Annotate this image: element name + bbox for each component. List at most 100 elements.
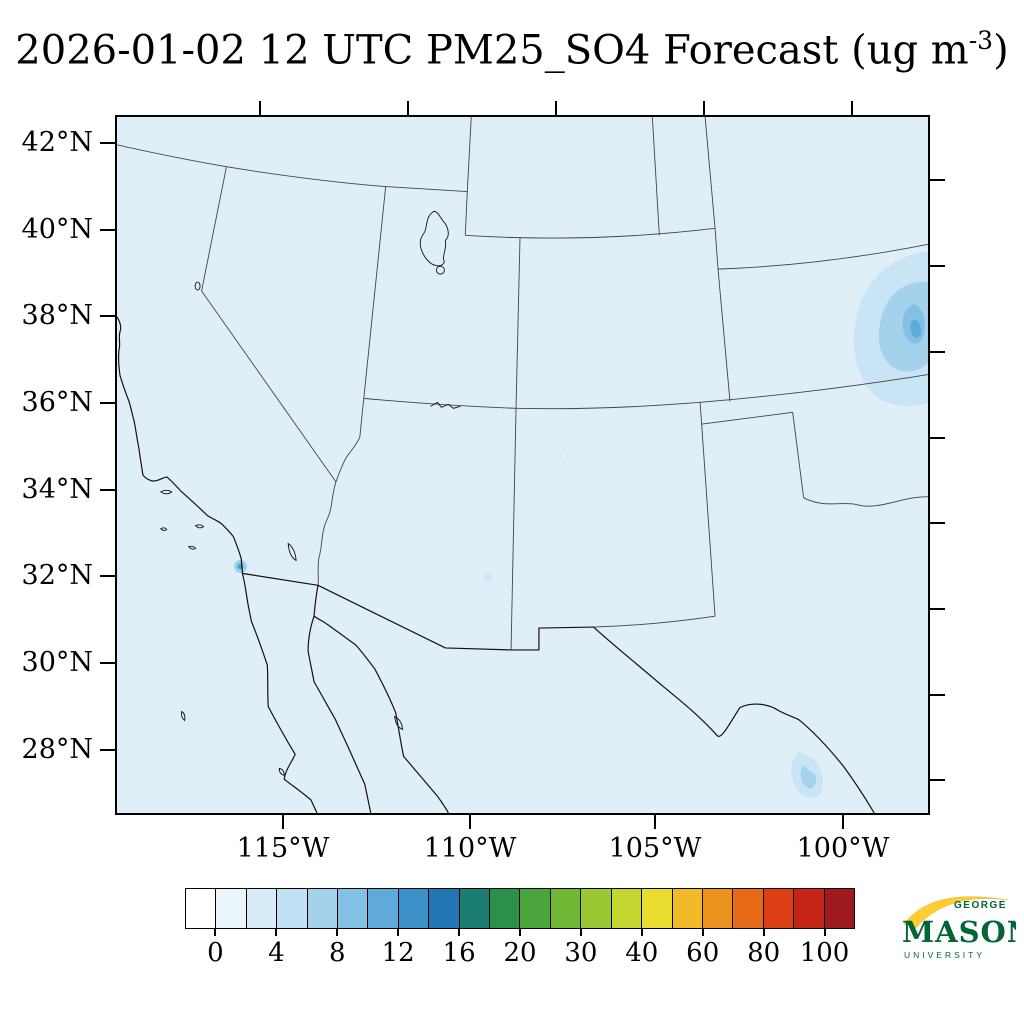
border-41n xyxy=(465,227,716,239)
colorbar-cell xyxy=(763,889,795,928)
lat-tick-right xyxy=(930,608,945,610)
island-guadalupe xyxy=(181,710,186,722)
plume-kansas-peak xyxy=(910,319,922,338)
lat-tick-left xyxy=(100,489,115,491)
colorbar-cell xyxy=(550,889,582,928)
plume-newmexico-speck xyxy=(484,573,493,582)
colorbar-cell xyxy=(368,889,399,928)
border-colorado-river xyxy=(317,481,337,586)
border-102w-colorado xyxy=(714,228,731,402)
lat-label: 32°N xyxy=(21,560,93,591)
colorbar-cell xyxy=(246,889,278,928)
lon-tick-bottom xyxy=(469,815,471,829)
colorbar-cell xyxy=(338,889,369,928)
lat-label: 30°N xyxy=(21,647,93,678)
lat-label: 38°N xyxy=(21,300,93,331)
border-california-nevada xyxy=(201,166,337,483)
border-40n xyxy=(718,243,928,270)
lon-label: 110°W xyxy=(423,833,517,864)
colorbar-tick xyxy=(701,929,704,936)
border-32n xyxy=(593,615,716,628)
lat-tick-right xyxy=(930,351,945,353)
lake-tahoe xyxy=(194,281,201,291)
lat-label: 34°N xyxy=(21,474,93,505)
colorbar-cell xyxy=(490,889,521,928)
colorbar-label: 40 xyxy=(625,938,659,968)
lat-tick-right xyxy=(930,779,945,781)
border-nevada-arizona xyxy=(335,398,365,483)
colorbar xyxy=(185,888,855,929)
lat-tick-right xyxy=(930,179,945,181)
lon-tick-bottom xyxy=(842,815,844,829)
plume-southtexas-mid xyxy=(800,765,817,789)
lat-label: 36°N xyxy=(21,387,93,418)
border-111w xyxy=(464,117,472,236)
gmu-university-text: UNIVERSITY xyxy=(904,950,985,960)
map-plot xyxy=(115,115,930,815)
coast-gulf-california-west xyxy=(307,615,372,813)
island-cedros xyxy=(278,767,285,776)
island-santa-cruz xyxy=(159,489,173,495)
colorbar-label: 30 xyxy=(564,938,598,968)
lat-tick-right xyxy=(930,437,945,439)
border-37n xyxy=(363,374,928,410)
island-san-nicolas xyxy=(160,527,168,531)
lat-tick-right xyxy=(930,694,945,696)
coast-gulf-california-east xyxy=(313,615,449,813)
title-close: ) xyxy=(993,27,1009,74)
lat-tick-left xyxy=(100,662,115,664)
lon-tick-bottom xyxy=(654,815,656,829)
lat-label: 42°N xyxy=(21,127,93,158)
island-san-clemente xyxy=(187,545,197,550)
lon-tick-top xyxy=(259,101,261,115)
colorbar-label: 20 xyxy=(503,938,537,968)
colorbar-label: 100 xyxy=(799,938,850,968)
lat-tick-left xyxy=(100,749,115,751)
pm-plumes xyxy=(233,251,928,798)
lakes xyxy=(194,211,461,562)
lat-tick-left xyxy=(100,402,115,404)
colorbar-label: 4 xyxy=(268,938,285,968)
colorbar-cell xyxy=(611,889,643,928)
border-102w-north xyxy=(704,117,716,229)
border-red-river xyxy=(803,496,928,507)
lon-tick-top xyxy=(555,101,557,115)
lat-tick-left xyxy=(100,575,115,577)
island-catalina xyxy=(194,524,205,529)
lat-tick-left xyxy=(100,142,115,144)
lat-label: 28°N xyxy=(21,734,93,765)
gmu-logo: GEORGE MASON UNIVERSITY xyxy=(896,890,1024,970)
lat-tick-right xyxy=(930,522,945,524)
lon-label: 105°W xyxy=(608,833,702,864)
border-nevada-utah xyxy=(363,186,387,399)
island-tiburon xyxy=(394,715,404,731)
colorbar-cell xyxy=(702,889,734,928)
colorbar-cell xyxy=(216,889,247,928)
plume-speck-small xyxy=(556,453,563,460)
colorbar-cell xyxy=(672,889,703,928)
gmu-logo-svg: GEORGE MASON UNIVERSITY xyxy=(902,896,1024,960)
coast-colorado-delta xyxy=(313,585,319,617)
lat-tick-left xyxy=(100,229,115,231)
figure-title: 2026-01-02 12 UTC PM25_SO4 Forecast (ug … xyxy=(0,26,1024,73)
gmu-george-text: GEORGE xyxy=(954,900,1007,911)
lon-label: 100°W xyxy=(796,833,890,864)
coast-california-baja xyxy=(117,316,318,813)
lake-powell xyxy=(430,401,461,409)
colorbar-label: 8 xyxy=(328,938,346,968)
title-main: 2026-01-02 12 UTC PM25_SO4 Forecast (ug … xyxy=(15,27,969,74)
colorbar-tick xyxy=(214,929,217,936)
colorbar-cell xyxy=(794,889,825,928)
lon-tick-top xyxy=(703,101,705,115)
colorbar-tick xyxy=(579,929,582,936)
colorbar-cell xyxy=(307,889,339,928)
border-oklahoma-texas xyxy=(701,411,805,498)
colorbar-cell xyxy=(429,889,460,928)
colorbar-tick xyxy=(823,929,826,936)
lat-tick-left xyxy=(100,315,115,317)
colorbar-cell xyxy=(186,889,217,928)
border-rio-grande xyxy=(593,626,875,813)
colorbar-cell xyxy=(733,889,764,928)
utah-lake xyxy=(435,265,445,275)
